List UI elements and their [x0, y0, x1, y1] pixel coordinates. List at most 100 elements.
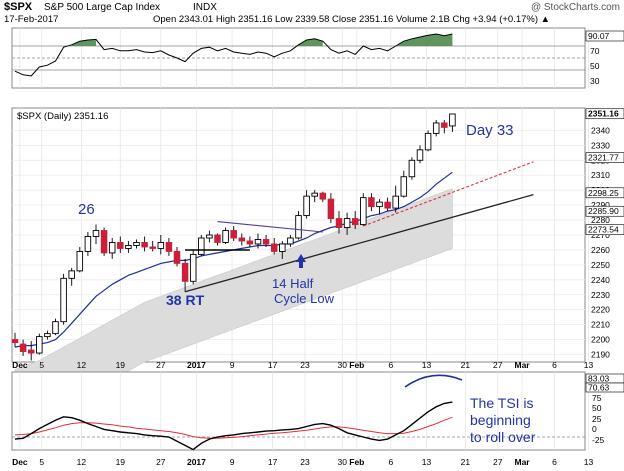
- price-tag-box: [585, 205, 624, 217]
- candle-body: [360, 197, 367, 225]
- price-tick-label: 2220: [591, 305, 610, 315]
- rsi-overbought-fill: [395, 34, 453, 46]
- candle-body: [108, 242, 116, 254]
- x-axis-label: 19: [116, 360, 126, 370]
- price-panel-label: $SPX (Daily) 2351.16: [17, 111, 108, 122]
- price-tag-box: [585, 108, 624, 120]
- candle-body: [262, 239, 270, 245]
- price-tag-text: 2285.90: [588, 206, 619, 216]
- candle-body: [76, 250, 84, 272]
- candle-body: [384, 201, 391, 209]
- x-axis-label-bottom: 6: [552, 457, 557, 467]
- price-tick-label: 2260: [591, 245, 610, 255]
- x-axis-label: 17: [268, 360, 278, 370]
- candle-body: [125, 245, 132, 249]
- x-axis-label-bottom: Mar: [514, 457, 530, 467]
- x-axis-label: 2017: [187, 360, 206, 370]
- x-axis-label: 9: [230, 360, 235, 370]
- price-tag-text: 2298.25: [588, 188, 619, 198]
- tsi-tick-75: 75: [592, 393, 602, 403]
- candle-body: [92, 230, 100, 237]
- annotation-tsi-3: to roll over: [470, 429, 536, 445]
- tsi-line: [14, 401, 453, 451]
- x-axis-label-bottom: 12: [77, 457, 87, 467]
- candle-body: [149, 246, 156, 249]
- header-date: 17-Feb-2017: [4, 14, 58, 25]
- candle-body: [230, 230, 237, 239]
- candle-body: [287, 237, 294, 245]
- rsi-overbought-fill: [71, 39, 96, 46]
- candle-body: [19, 343, 27, 352]
- x-axis-label: 30: [338, 360, 348, 370]
- price-tag-text: 2321.77: [588, 153, 619, 163]
- rsi-tick-30: 30: [590, 76, 600, 86]
- candle-body: [335, 218, 343, 228]
- candle-body: [141, 242, 148, 248]
- x-axis-label-bottom: 9: [230, 457, 235, 467]
- candle-body: [279, 243, 286, 252]
- tsi-panel: 83.03 70.63 75 50 25 0 -25 The TSI is be…: [11, 371, 624, 451]
- x-axis-label-bottom: 19: [116, 457, 126, 467]
- price-tick-label: 2210: [591, 320, 610, 330]
- tsi-tick-25: 25: [592, 414, 602, 424]
- rsi-value-text: 90.07: [588, 31, 610, 41]
- candle-body: [400, 176, 408, 197]
- candle-body: [27, 349, 35, 354]
- tsi-tag-2: [585, 382, 624, 393]
- candle-body: [319, 192, 327, 200]
- candle-body: [295, 215, 302, 239]
- price-tick-label: 2190: [591, 350, 610, 360]
- x-axis-label-bottom: 27: [156, 457, 166, 467]
- x-axis-label: Dec: [12, 360, 28, 370]
- candle-body: [376, 201, 383, 208]
- x-axis-label: 5: [39, 360, 44, 370]
- x-axis-label: 27: [493, 360, 503, 370]
- rsi-line: [14, 33, 453, 77]
- price-tag-box: [585, 224, 624, 236]
- header-exchange: INDX: [193, 2, 217, 13]
- candle-body: [449, 113, 456, 127]
- x-axis-label: 6: [552, 360, 557, 370]
- x-axis-label-bottom: 2017: [187, 457, 206, 467]
- x-axis-label-bottom: 13: [584, 457, 594, 467]
- price-tick-label: 2240: [591, 275, 610, 285]
- candle-body: [117, 242, 124, 249]
- x-axis-label: Feb: [349, 360, 364, 370]
- x-axis-label: 13: [584, 360, 594, 370]
- chart-header: $SPX S&P 500 Large Cap Index INDX @ Stoc…: [4, 1, 620, 25]
- x-axis-label: 21: [461, 360, 471, 370]
- candle-body: [351, 218, 359, 225]
- candle-body: [254, 239, 262, 245]
- candle-body: [133, 242, 140, 246]
- candle-body: [368, 197, 375, 208]
- price-tag-text: 2351.16: [588, 109, 619, 119]
- candle-body: [36, 336, 43, 354]
- annotation-day-33: Day 33: [466, 122, 514, 139]
- support-trendline: [184, 194, 534, 293]
- price-tick-label: 2330: [591, 140, 610, 150]
- price-tick-label: 2280: [591, 215, 610, 225]
- x-axis-label-bottom: 21: [461, 457, 471, 467]
- tsi-tag-2-text: 70.63: [588, 383, 610, 393]
- x-axis-label-bottom: Dec: [12, 457, 28, 467]
- annotation-38-rt: 38 RT: [166, 292, 205, 308]
- candle-body: [198, 237, 205, 255]
- price-tick-label: 2340: [591, 125, 610, 135]
- rsi-tick-50: 50: [590, 61, 600, 71]
- x-axis-label-bottom: 23: [300, 457, 310, 467]
- header-symbol: $SPX: [4, 1, 33, 13]
- annotation-tsi-1: The TSI is: [470, 395, 534, 411]
- candle-body: [165, 242, 173, 252]
- tsi-tag-1-text: 83.03: [588, 374, 610, 384]
- rsi-panel: 90.07 70 50 30: [11, 27, 624, 89]
- candle-body: [432, 122, 440, 134]
- annotation-half-cycle-2: Cycle Low: [274, 291, 335, 306]
- price-tick-label: 2250: [591, 260, 610, 270]
- x-axis-label: 23: [300, 360, 310, 370]
- x-axis-label-bottom: Feb: [349, 457, 364, 467]
- price-tick-label: 2200: [591, 335, 610, 345]
- candle-body: [311, 192, 318, 197]
- header-name: S&P 500 Large Cap Index: [44, 2, 160, 13]
- price-tag-box: [585, 152, 624, 163]
